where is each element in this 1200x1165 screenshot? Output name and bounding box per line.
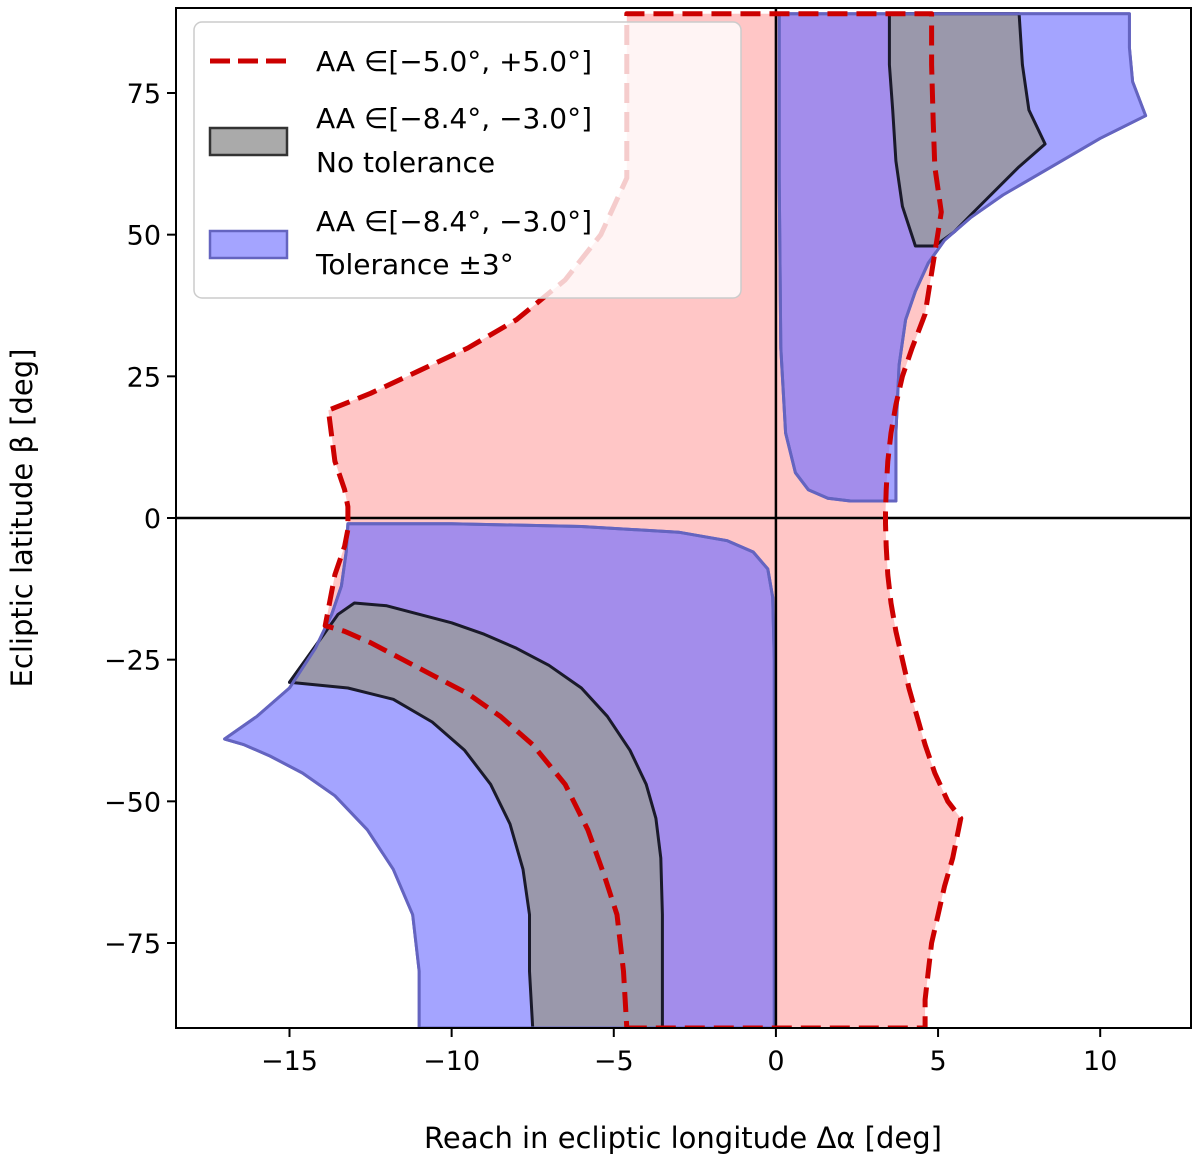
y-axis-ticks: −75 −50 −25 0 25 50 75 — [104, 79, 176, 960]
legend-blue-swatch — [208, 229, 289, 260]
blue-region-edge-0 — [223, 522, 776, 1028]
legend-label-2-sub: No tolerance — [316, 146, 495, 179]
y-tick-label-1: −50 — [104, 787, 161, 818]
x-tick-label-5: 10 — [1083, 1046, 1117, 1077]
legend-gray-swatch — [208, 126, 289, 157]
x-axis-label: Reach in ecliptic longitude Δα [deg] — [424, 1121, 942, 1155]
reference-lines — [176, 8, 1191, 1028]
x-tick-label-3: 0 — [767, 1046, 784, 1077]
x-tick-label-2: −5 — [594, 1046, 634, 1077]
red-dashed-series — [322, 11, 964, 1028]
red-dashed-boundary — [322, 11, 964, 1028]
legend-label-1: AA ∈[−5.0°, +5.0°] — [316, 45, 592, 78]
legend-label-3-sub: Tolerance ±3° — [315, 248, 514, 281]
blue-region-edge-1 — [777, 12, 1148, 503]
legend-frame — [193, 21, 742, 299]
x-tick-label-0: −15 — [261, 1046, 318, 1077]
x-tick-label-1: −10 — [423, 1046, 480, 1077]
gray-region-top-0 — [288, 601, 664, 1028]
gray-region-top-1 — [887, 12, 1047, 248]
y-tick-label-6: 75 — [127, 79, 161, 110]
y-tick-label-0: −75 — [104, 929, 161, 960]
y-tick-label-4: 25 — [127, 362, 161, 393]
y-tick-label-5: 50 — [127, 221, 161, 252]
y-tick-label-3: 0 — [144, 504, 161, 535]
y-tick-label-2: −25 — [104, 646, 161, 677]
plot-area — [223, 12, 1148, 1028]
legend: AA ∈[−5.0°, +5.0°] AA ∈[−8.4°, −3.0°] No… — [193, 21, 742, 299]
legend-label-3: AA ∈[−8.4°, −3.0°] — [316, 205, 592, 238]
y-axis-label: Ecliptic latitude β [deg] — [5, 349, 39, 688]
x-tick-label-4: 5 — [929, 1046, 946, 1077]
x-axis-ticks: −15 −10 −5 0 5 10 — [261, 1028, 1117, 1077]
legend-label-2: AA ∈[−8.4°, −3.0°] — [316, 102, 592, 135]
